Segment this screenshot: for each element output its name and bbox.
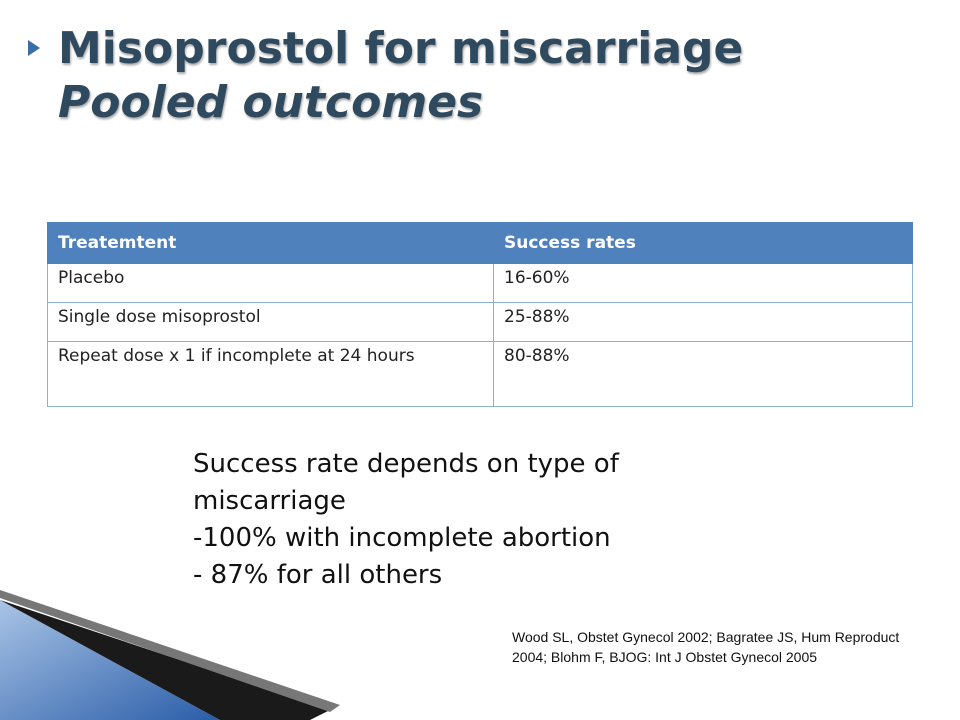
cell: 25-88% [493,302,913,342]
header-cell: Success rates [493,222,913,264]
bullet [28,40,40,56]
title-line: Misoprostol for miscarriage [58,23,744,74]
title: Misoprostol for miscarriage Pooled outcom… [58,22,743,130]
cell: Placebo [47,263,494,303]
note-line: - 87% for all others [193,560,443,590]
note: Success rate depends on type of miscarri… [193,446,713,594]
table: Treatemtent Success rates Placebo 16-60% S… [47,222,913,407]
note-line: -100% with incomplete abortion [193,523,611,553]
cell: Repeat dose x 1 if incomplete at 24 hour… [47,341,494,407]
corner-stroke [0,600,330,720]
cell: 16-60% [493,263,913,303]
cell: 80-88% [493,341,913,407]
header-cell: Treatemtent [47,222,494,264]
title-subline: Pooled outcomes [58,77,484,128]
reference: Wood SL, Obstet Gynecol 2002; Bagratee J… [512,629,900,665]
note-line: Success rate depends on type of miscarri… [193,449,619,516]
corner-line [0,590,340,712]
cell: Single dose misoprostol [47,302,494,342]
